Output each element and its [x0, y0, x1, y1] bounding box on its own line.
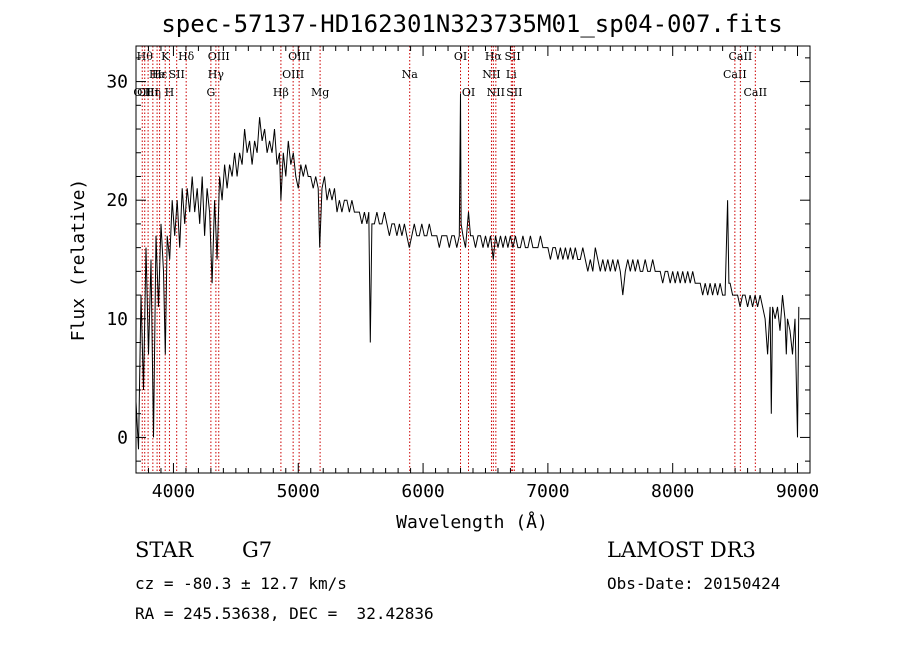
x-tick-label: 7000 [526, 481, 569, 502]
line-marker-label: OI [462, 86, 475, 99]
x-tick-label: 6000 [401, 481, 444, 502]
line-marker-label: SII [504, 50, 520, 63]
line-marker-label: OIII [288, 50, 310, 63]
line-marker-label: Hβ [273, 86, 289, 99]
y-axis-label: Flux (relative) [68, 179, 89, 342]
coordinates: RA = 245.53638, DEC = 32.42836 [135, 604, 434, 623]
plot-frame [135, 45, 811, 474]
line-marker-label: H [165, 86, 175, 99]
line-marker-label: Mg [311, 86, 329, 99]
line-marker-label: He [149, 68, 165, 81]
line-marker-label: Li [506, 68, 517, 81]
subclass: G7 [242, 538, 273, 562]
line-marker-label: NII [482, 68, 500, 81]
line-marker-label: G [206, 86, 215, 99]
line-marker-label: OIII [208, 50, 230, 63]
x-tick-label: 5000 [277, 481, 320, 502]
spectrum-line [135, 93, 800, 450]
line-marker-label: Hη [145, 86, 161, 99]
x-tick-label: 4000 [152, 481, 195, 502]
emission-line-markers: OIIHθOIIIHηHeHεKHSIIHδGHγOIIIHβOIIIOIIIM… [133, 46, 767, 473]
line-marker-label: CaII [743, 86, 767, 99]
line-marker-label: Hγ [208, 68, 225, 81]
object-class: STAR [135, 538, 194, 562]
line-marker-label: Hδ [178, 50, 195, 63]
line-marker-label: K [161, 50, 170, 63]
y-tick-label: 30 [106, 72, 128, 93]
survey-name: LAMOST DR3 [607, 538, 756, 562]
line-marker-label: SII [169, 68, 185, 81]
line-marker-label: SII [506, 86, 522, 99]
line-marker-label: Hθ [137, 50, 154, 63]
line-marker-label: Hε [152, 68, 168, 81]
radial-velocity: cz = -80.3 ± 12.7 km/s [135, 574, 347, 593]
y-tick-label: 10 [106, 309, 128, 330]
observation-date: Obs-Date: 20150424 [607, 574, 781, 593]
line-marker-label: OIII [137, 86, 159, 99]
line-marker-label: CaII [729, 50, 753, 63]
x-axis: 4000 5000 6000 7000 8000 9000 [135, 46, 819, 502]
line-marker-label: CaII [723, 68, 747, 81]
y-axis: 0 10 20 30 [106, 57, 810, 462]
line-marker-label: OIII [282, 68, 304, 81]
y-tick-label: 20 [106, 190, 128, 211]
line-marker-label: NII [487, 86, 505, 99]
line-marker-label: Na [402, 68, 419, 81]
spectrum-series [135, 93, 800, 450]
line-marker-label: OI [454, 50, 467, 63]
y-tick-label: 0 [117, 427, 128, 448]
x-tick-label: 9000 [776, 481, 819, 502]
chart-title: spec-57137-HD162301N323735M01_sp04-007.f… [161, 10, 782, 38]
line-marker-label: OII [133, 86, 151, 99]
x-tick-label: 8000 [651, 481, 694, 502]
line-marker-label: Hα [485, 50, 503, 63]
x-axis-label: Wavelength (Å) [396, 511, 548, 533]
